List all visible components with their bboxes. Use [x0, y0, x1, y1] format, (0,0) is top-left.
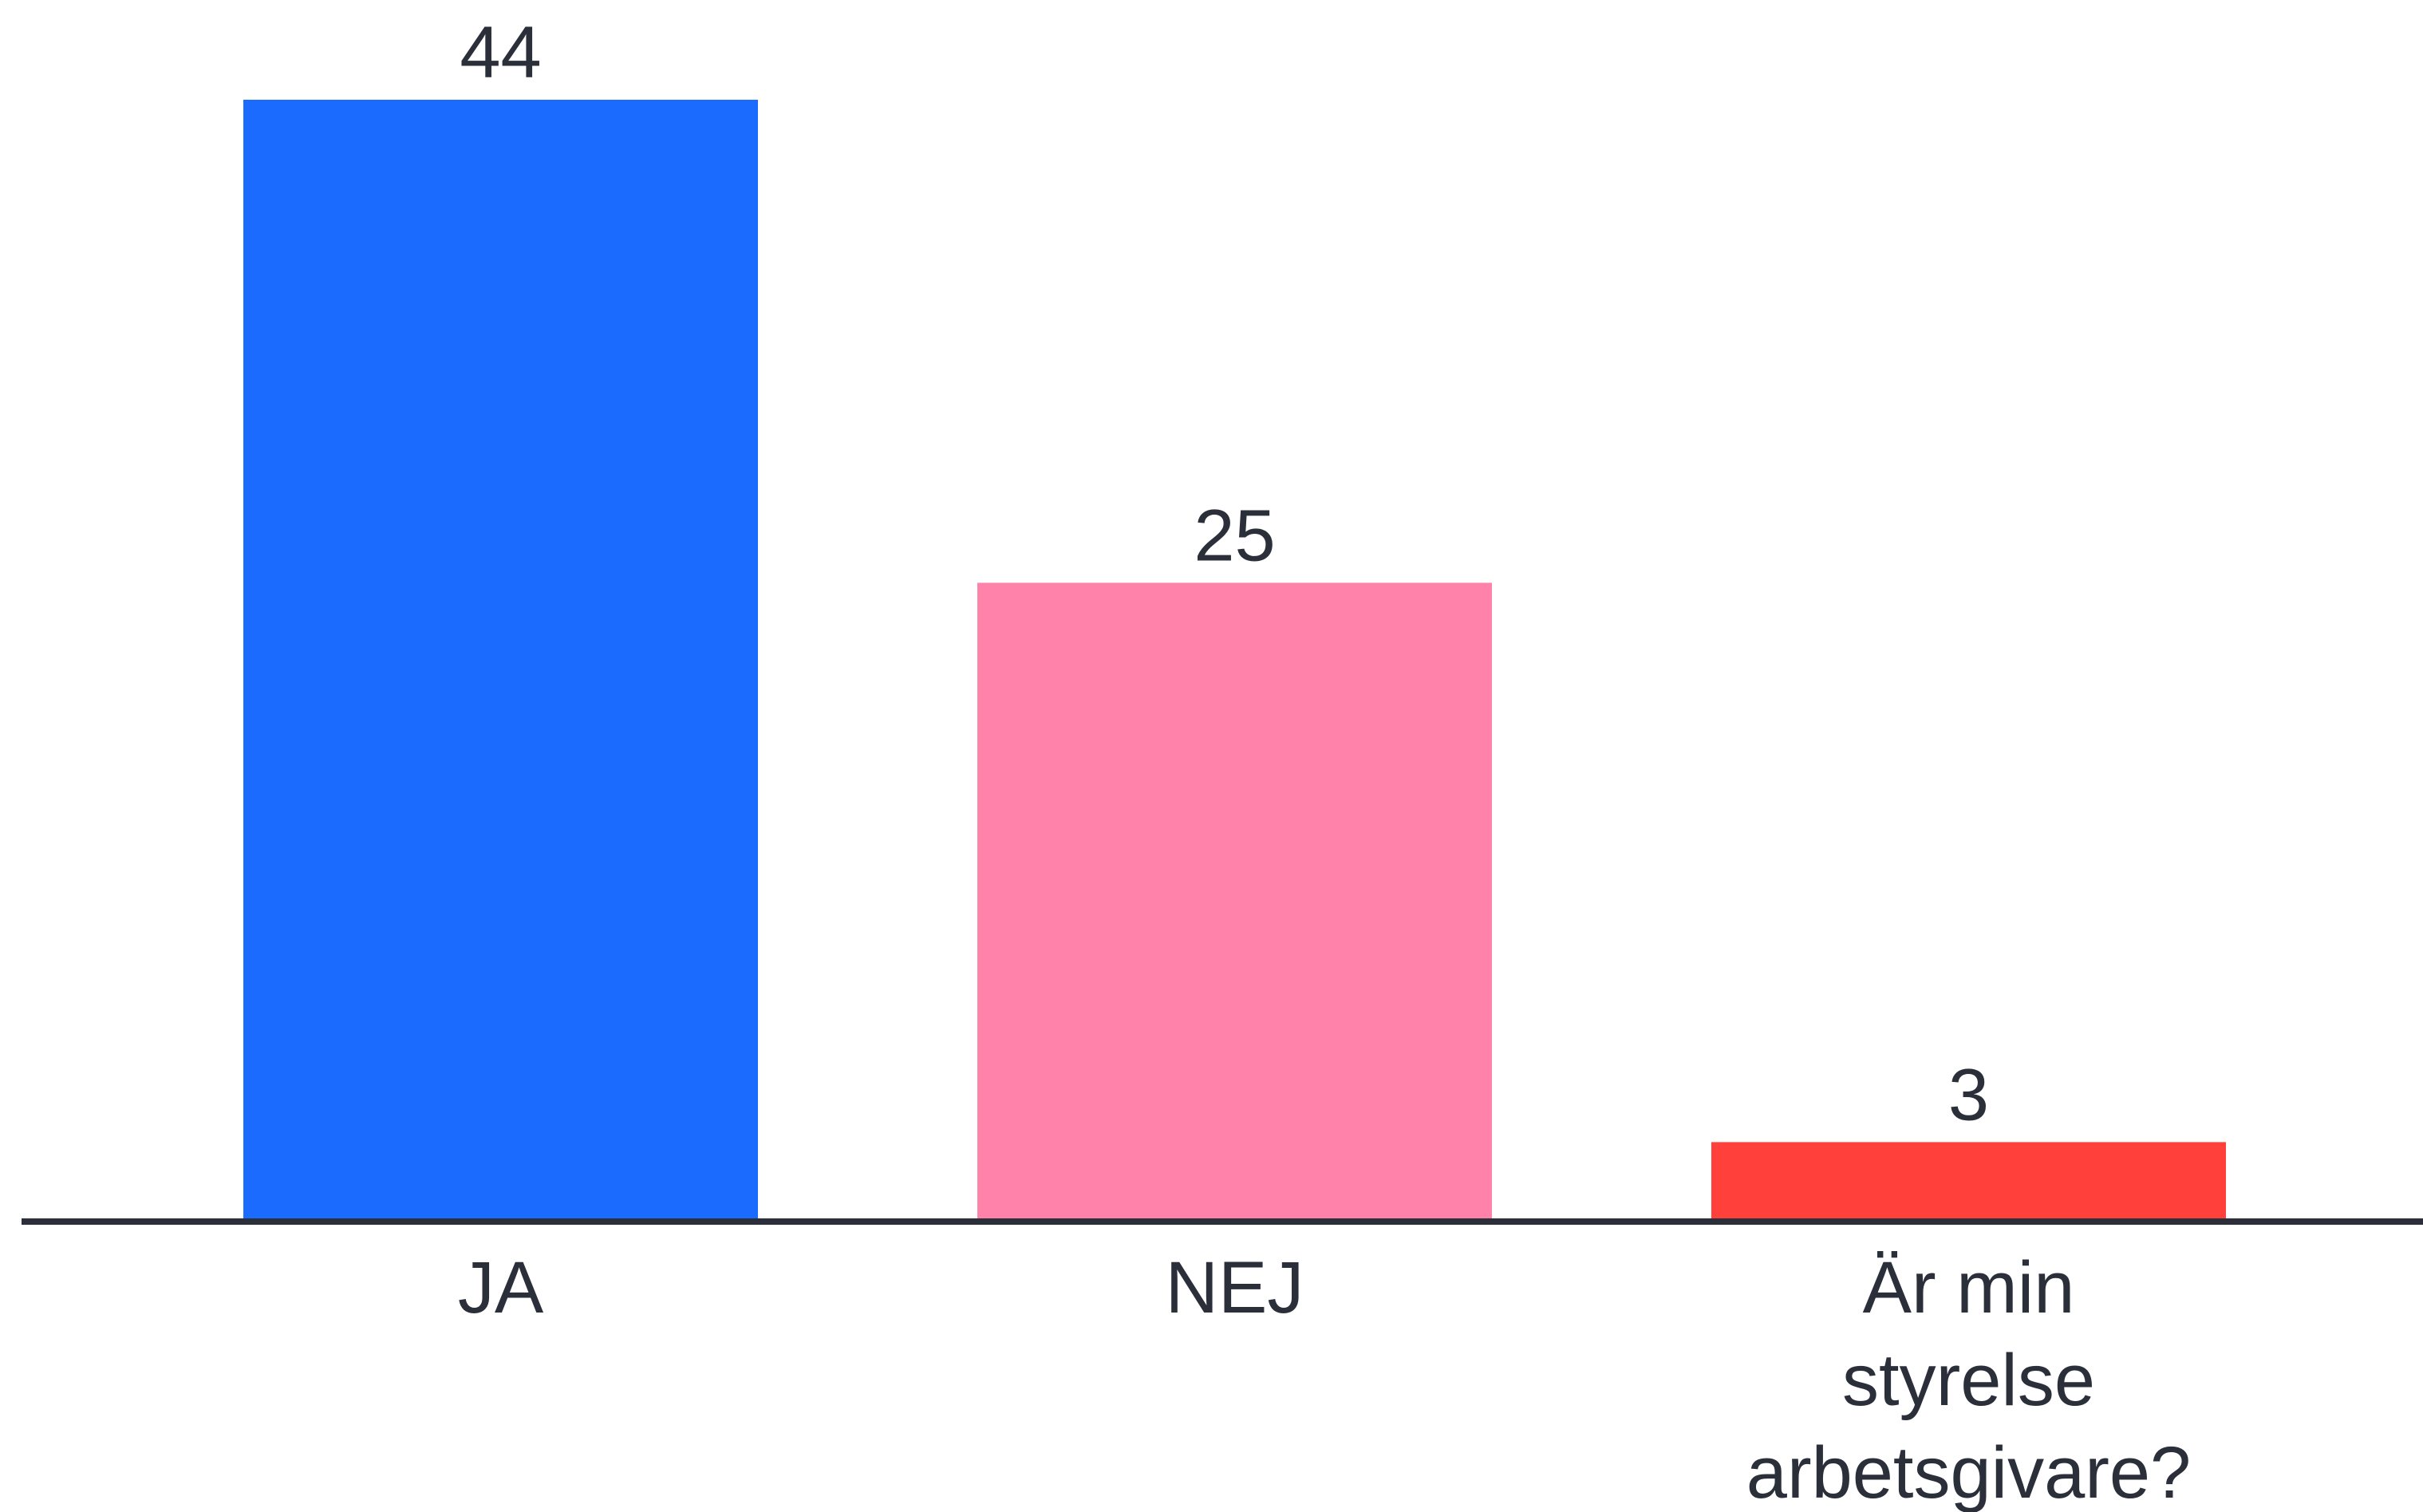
bar-0: [243, 100, 758, 1218]
category-label-line: styrelse: [1842, 1340, 2095, 1421]
category-label-line: NEJ: [1166, 1247, 1304, 1328]
category-label-line: Är min: [1863, 1247, 2075, 1328]
bar-1: [977, 582, 1492, 1218]
category-labels-group: JA NEJ Är min styrelse arbetsgivare?: [458, 1247, 2191, 1512]
category-label-2: Är min styrelse arbetsgivare?: [1746, 1247, 2191, 1512]
value-labels-group: 44 25 3: [460, 12, 1989, 1135]
category-label-line: JA: [458, 1247, 544, 1328]
value-label-0: 44: [460, 12, 541, 93]
category-label-line: arbetsgivare?: [1746, 1432, 2191, 1512]
category-label-1: NEJ: [1166, 1247, 1304, 1328]
category-label-0: JA: [458, 1247, 544, 1328]
bar-2: [1711, 1142, 2226, 1218]
value-label-2: 3: [1948, 1054, 1989, 1135]
bars-group: [243, 100, 2226, 1218]
value-label-1: 25: [1194, 495, 1275, 576]
